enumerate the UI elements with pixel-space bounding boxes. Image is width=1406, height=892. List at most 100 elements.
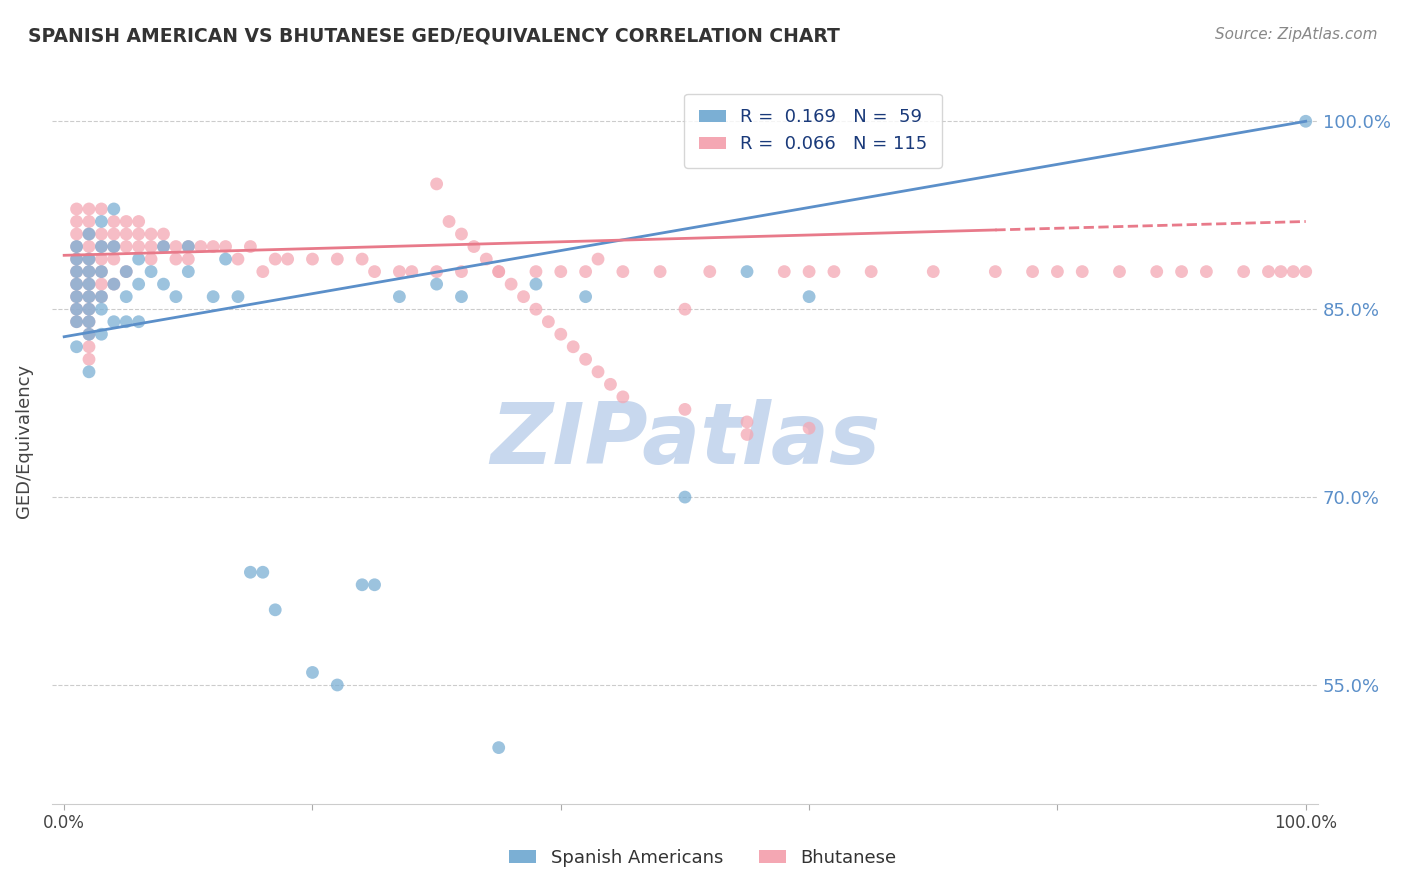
Point xyxy=(823,264,845,278)
Point xyxy=(128,277,150,292)
Point xyxy=(488,740,510,755)
Point xyxy=(264,603,287,617)
Point xyxy=(77,352,100,367)
Point xyxy=(426,277,449,292)
Point xyxy=(165,252,187,266)
Point xyxy=(128,252,150,266)
Point xyxy=(90,214,112,228)
Point xyxy=(115,315,138,329)
Point xyxy=(165,239,187,253)
Point xyxy=(388,264,411,278)
Point xyxy=(1282,264,1305,278)
Point xyxy=(128,239,150,253)
Point xyxy=(115,264,138,278)
Point xyxy=(77,315,100,329)
Point xyxy=(77,252,100,266)
Point xyxy=(103,214,125,228)
Point xyxy=(1295,114,1317,128)
Point xyxy=(450,227,472,241)
Point xyxy=(277,252,299,266)
Point xyxy=(90,277,112,292)
Point xyxy=(426,177,449,191)
Point xyxy=(128,315,150,329)
Point xyxy=(77,277,100,292)
Point xyxy=(575,290,598,304)
Point xyxy=(673,490,696,504)
Point xyxy=(1170,264,1192,278)
Point xyxy=(65,277,87,292)
Point xyxy=(90,202,112,216)
Point xyxy=(65,214,87,228)
Point xyxy=(673,302,696,317)
Point xyxy=(1270,264,1292,278)
Point xyxy=(488,264,510,278)
Point xyxy=(152,277,174,292)
Point xyxy=(103,315,125,329)
Point xyxy=(363,264,385,278)
Point xyxy=(128,214,150,228)
Point xyxy=(139,252,162,266)
Legend: R =  0.169   N =  59, R =  0.066   N = 115: R = 0.169 N = 59, R = 0.066 N = 115 xyxy=(685,94,942,168)
Point xyxy=(524,264,547,278)
Point xyxy=(65,290,87,304)
Point xyxy=(77,264,100,278)
Point xyxy=(77,227,100,241)
Point xyxy=(363,578,385,592)
Point xyxy=(699,264,721,278)
Point xyxy=(90,264,112,278)
Text: ZIPatlas: ZIPatlas xyxy=(489,400,880,483)
Point xyxy=(152,227,174,241)
Point xyxy=(103,239,125,253)
Point xyxy=(177,239,200,253)
Point xyxy=(1108,264,1130,278)
Point xyxy=(1071,264,1094,278)
Point xyxy=(103,277,125,292)
Point xyxy=(90,239,112,253)
Point xyxy=(463,239,485,253)
Point xyxy=(115,264,138,278)
Point xyxy=(735,427,758,442)
Point xyxy=(177,252,200,266)
Point xyxy=(77,302,100,317)
Point xyxy=(550,264,572,278)
Point xyxy=(524,302,547,317)
Point xyxy=(524,277,547,292)
Point xyxy=(65,315,87,329)
Point xyxy=(139,239,162,253)
Point xyxy=(128,227,150,241)
Y-axis label: GED/Equivalency: GED/Equivalency xyxy=(15,364,32,517)
Point xyxy=(65,252,87,266)
Point xyxy=(190,239,212,253)
Point xyxy=(501,277,523,292)
Point xyxy=(488,264,510,278)
Point xyxy=(65,202,87,216)
Point xyxy=(922,264,945,278)
Point xyxy=(77,277,100,292)
Point xyxy=(984,264,1007,278)
Point xyxy=(214,239,236,253)
Point xyxy=(115,290,138,304)
Point xyxy=(65,264,87,278)
Point xyxy=(77,290,100,304)
Point xyxy=(648,264,671,278)
Point xyxy=(388,290,411,304)
Point xyxy=(537,315,560,329)
Point xyxy=(797,290,820,304)
Point xyxy=(77,327,100,342)
Point xyxy=(65,239,87,253)
Point xyxy=(586,252,609,266)
Point xyxy=(550,327,572,342)
Point xyxy=(1146,264,1168,278)
Point xyxy=(103,277,125,292)
Point xyxy=(599,377,621,392)
Point xyxy=(115,239,138,253)
Point xyxy=(165,290,187,304)
Point xyxy=(77,290,100,304)
Point xyxy=(90,239,112,253)
Point xyxy=(1295,264,1317,278)
Point xyxy=(252,566,274,580)
Point xyxy=(735,264,758,278)
Point xyxy=(90,264,112,278)
Point xyxy=(115,227,138,241)
Point xyxy=(152,239,174,253)
